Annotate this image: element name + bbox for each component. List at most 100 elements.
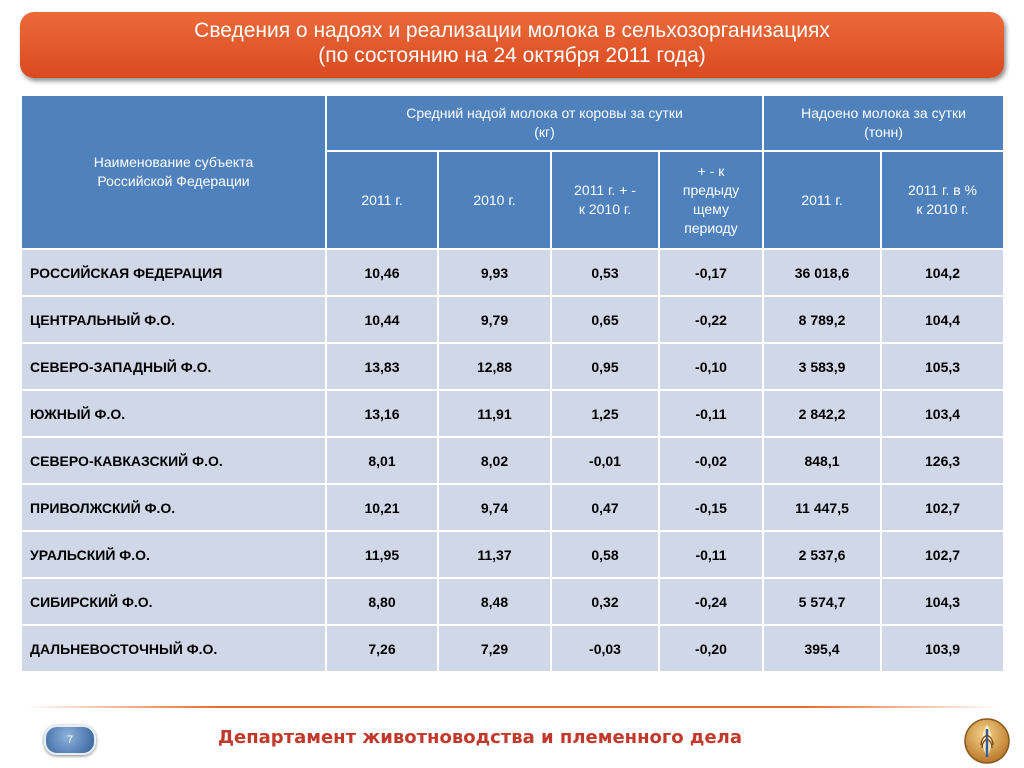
cell-tons-2011: 3 583,9 xyxy=(762,342,883,391)
cell-prev-period: -0,22 xyxy=(657,295,765,344)
cell-tons-2011: 2 537,6 xyxy=(762,530,883,579)
cell-yield-2011: 10,46 xyxy=(325,248,439,297)
cell-tons-2011: 8 789,2 xyxy=(762,295,883,344)
cell-yield-2010: 9,74 xyxy=(437,483,552,532)
col-header-2011: 2011 г. xyxy=(325,150,439,250)
cell-tons-2011: 848,1 xyxy=(762,436,883,485)
table-row: ЦЕНТРАЛЬНЫЙ Ф.О. 10,44 9,79 0,65 -0,22 8… xyxy=(20,295,1006,344)
table-row: РОССИЙСКАЯ ФЕДЕРАЦИЯ 10,46 9,93 0,53 -0,… xyxy=(20,248,1006,297)
cell-yield-diff: 0,58 xyxy=(550,530,660,579)
page-subtitle: (по состоянию на 24 октября 2011 года) xyxy=(318,44,706,67)
cell-prev-period: -0,02 xyxy=(657,436,765,485)
col-header-pct: 2011 г. в % к 2010 г. xyxy=(880,150,1006,250)
cell-tons-2011: 11 447,5 xyxy=(762,483,883,532)
cell-pct: 102,7 xyxy=(880,530,1006,579)
cell-yield-diff: -0,01 xyxy=(550,436,660,485)
header-text: к 2010 г. xyxy=(578,201,632,217)
header-text: + - к xyxy=(697,163,725,179)
title-banner: Сведения о надоях и реализации молока в … xyxy=(20,12,1004,78)
table-header-row-1: Наименование субъекта Российской Федерац… xyxy=(20,94,1006,250)
page-title: Сведения о надоях и реализации молока в … xyxy=(194,19,830,42)
header-text: Средний надой молока от коровы за сутки xyxy=(406,105,683,121)
cell-subject-name: ПРИВОЛЖСКИЙ Ф.О. xyxy=(20,483,327,532)
cell-yield-diff: 0,32 xyxy=(550,577,660,626)
table-header-row-2: 2011 г. 2010 г. 2011 г. + - к 2010 г. + … xyxy=(21,150,1006,250)
cell-subject-name: ДАЛЬНЕВОСТОЧНЫЙ Ф.О. xyxy=(20,624,327,673)
col-header-2010: 2010 г. xyxy=(437,150,552,250)
cell-yield-diff: 1,25 xyxy=(550,389,660,438)
cell-subject-name: СИБИРСКИЙ Ф.О. xyxy=(20,577,327,626)
col-header-subject: Наименование субъекта Российской Федерац… xyxy=(20,94,327,250)
cell-subject-name: РОССИЙСКАЯ ФЕДЕРАЦИЯ xyxy=(20,248,327,297)
milk-yield-table: Наименование субъекта Российской Федерац… xyxy=(20,94,1006,673)
cell-tons-2011: 395,4 xyxy=(762,624,883,673)
cell-prev-period: -0,24 xyxy=(657,577,765,626)
footer-divider xyxy=(24,706,1000,708)
cell-yield-diff: 0,47 xyxy=(550,483,660,532)
cell-subject-name: ЦЕНТРАЛЬНЫЙ Ф.О. xyxy=(20,295,327,344)
col-header-prev-period: + - к предыду щему периоду xyxy=(657,150,765,250)
cell-yield-diff: 0,65 xyxy=(550,295,660,344)
cell-yield-2010: 7,29 xyxy=(437,624,552,673)
cell-pct: 103,9 xyxy=(880,624,1006,673)
cell-prev-period: -0,15 xyxy=(657,483,765,532)
cell-prev-period: -0,10 xyxy=(657,342,765,391)
header-text: периоду xyxy=(684,220,738,236)
table-row: СЕВЕРО-КАВКАЗСКИЙ Ф.О. 8,01 8,02 -0,01 -… xyxy=(20,436,1006,485)
cell-yield-2011: 11,95 xyxy=(325,530,439,579)
cell-pct: 104,4 xyxy=(880,295,1006,344)
table-row: ПРИВОЛЖСКИЙ Ф.О. 10,21 9,74 0,47 -0,15 1… xyxy=(20,483,1006,532)
table-row: ЮЖНЫЙ Ф.О. 13,16 11,91 1,25 -0,11 2 842,… xyxy=(20,389,1006,438)
col-group-total-yield: Надоено молока за сутки (тонн) xyxy=(762,94,1006,152)
cell-tons-2011: 36 018,6 xyxy=(762,248,883,297)
cell-subject-name: ЮЖНЫЙ Ф.О. xyxy=(20,389,327,438)
col-header-diff: 2011 г. + - к 2010 г. xyxy=(550,150,660,250)
header-text: Российской Федерации xyxy=(97,173,250,189)
header-text: 2011 г. в % xyxy=(908,182,977,198)
cell-yield-diff: -0,03 xyxy=(550,624,660,673)
cell-pct: 126,3 xyxy=(880,436,1006,485)
cell-yield-2010: 12,88 xyxy=(437,342,552,391)
cell-tons-2011: 2 842,2 xyxy=(762,389,883,438)
cell-yield-2010: 9,93 xyxy=(437,248,552,297)
cell-subject-name: СЕВЕРО-КАВКАЗСКИЙ Ф.О. xyxy=(20,436,327,485)
header-text: щему xyxy=(693,201,729,217)
cell-yield-diff: 0,53 xyxy=(550,248,660,297)
cell-pct: 105,3 xyxy=(880,342,1006,391)
col-group-average-yield: Средний надой молока от коровы за сутки … xyxy=(324,94,765,152)
department-name: Департамент животноводства и племенного … xyxy=(217,727,743,748)
cell-yield-2010: 11,37 xyxy=(437,530,552,579)
cell-yield-2011: 10,21 xyxy=(325,483,439,532)
cell-prev-period: -0,11 xyxy=(657,530,765,579)
header-text: 2011 г. + - xyxy=(574,182,636,198)
cell-pct: 104,3 xyxy=(880,577,1006,626)
table-row: СИБИРСКИЙ Ф.О. 8,80 8,48 0,32 -0,24 5 57… xyxy=(20,577,1006,626)
cell-yield-2011: 8,01 xyxy=(325,436,439,485)
header-text: (тонн) xyxy=(864,124,903,140)
header-text: предыду xyxy=(682,182,740,198)
header-text: Надоено молока за сутки xyxy=(801,105,966,121)
cell-subject-name: УРАЛЬСКИЙ Ф.О. xyxy=(20,530,327,579)
cell-tons-2011: 5 574,7 xyxy=(762,577,883,626)
header-text: (кг) xyxy=(534,124,555,140)
cell-yield-2011: 7,26 xyxy=(325,624,439,673)
cell-yield-2010: 9,79 xyxy=(437,295,552,344)
cell-yield-2011: 13,16 xyxy=(325,389,439,438)
cell-yield-2011: 10,44 xyxy=(325,295,439,344)
cell-prev-period: -0,17 xyxy=(657,248,765,297)
cell-yield-2010: 8,48 xyxy=(437,577,552,626)
header-text: Наименование субъекта xyxy=(93,154,254,170)
cell-pct: 102,7 xyxy=(880,483,1006,532)
header-text: к 2010 г. xyxy=(916,201,969,217)
cell-yield-2010: 8,02 xyxy=(437,436,552,485)
cell-yield-diff: 0,95 xyxy=(550,342,660,391)
cell-yield-2011: 8,80 xyxy=(325,577,439,626)
cell-subject-name: СЕВЕРО-ЗАПАДНЫЙ Ф.О. xyxy=(20,342,327,391)
table-row: ДАЛЬНЕВОСТОЧНЫЙ Ф.О. 7,26 7,29 -0,03 -0,… xyxy=(20,624,1006,673)
page-number-badge: 7 xyxy=(44,725,96,755)
cell-yield-2011: 13,83 xyxy=(325,342,439,391)
cell-yield-2010: 11,91 xyxy=(437,389,552,438)
cell-pct: 103,4 xyxy=(880,389,1006,438)
ministry-emblem-icon xyxy=(964,718,1010,764)
cell-prev-period: -0,11 xyxy=(657,389,765,438)
